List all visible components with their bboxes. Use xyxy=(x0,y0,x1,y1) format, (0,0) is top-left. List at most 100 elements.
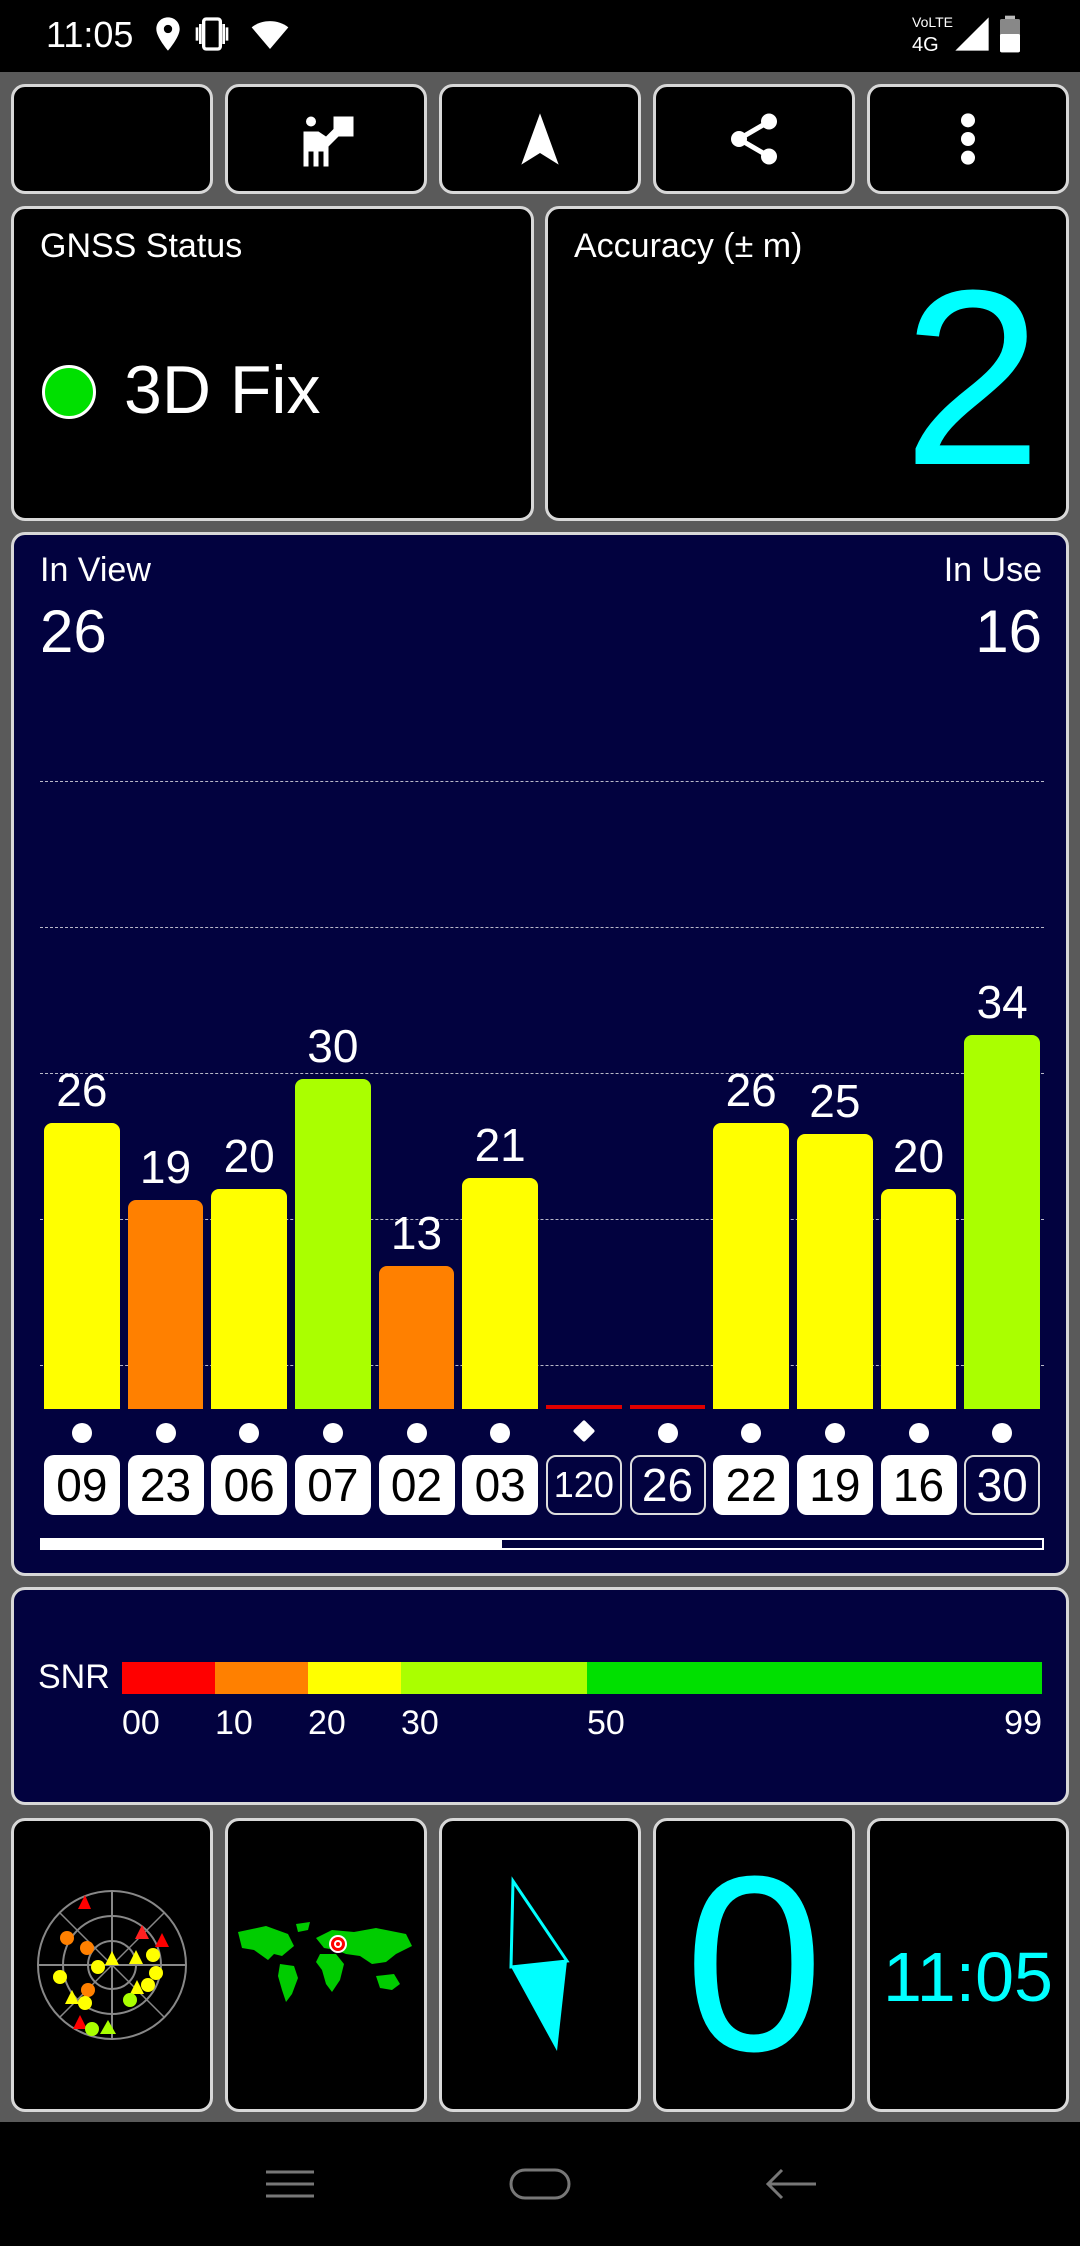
prn-label: 26 xyxy=(629,1455,706,1515)
prn-label: 06 xyxy=(211,1455,288,1515)
snr-segment xyxy=(308,1662,401,1694)
in-view-count: 26 xyxy=(40,598,107,665)
gps-marker-icon xyxy=(155,1423,176,1443)
bar-value-label: 34 xyxy=(976,976,1028,1028)
heading-widget[interactable]: 0 xyxy=(653,1818,855,2112)
gnss-status-title: GNSS Status xyxy=(40,227,243,265)
fix-status-text: 3D Fix xyxy=(124,352,321,428)
heading-value: 0 xyxy=(684,1824,824,2103)
snr-tick-label: 00 xyxy=(122,1704,160,1742)
compass-needle-icon xyxy=(509,1876,570,2051)
bar-value-label: 21 xyxy=(474,1119,526,1171)
snr-bar xyxy=(44,1123,120,1409)
bar-value-label: 20 xyxy=(892,1130,945,1182)
share-icon xyxy=(731,113,777,165)
presenter-icon xyxy=(303,116,354,167)
volte-label: VoLTE xyxy=(912,14,953,30)
snr-bar xyxy=(713,1123,789,1409)
navigation-arrow-icon xyxy=(521,113,559,165)
snr-bar xyxy=(964,1035,1040,1409)
snr-segment xyxy=(587,1662,1042,1694)
night-mode-icon xyxy=(96,117,119,161)
in-view-label: In View xyxy=(40,551,151,589)
presenter-button[interactable] xyxy=(225,84,427,194)
bar-value-label: 13 xyxy=(390,1207,443,1259)
snr-bar xyxy=(880,1189,957,1409)
snr-tick-label: 20 xyxy=(308,1704,346,1742)
snr-tick-label: 10 xyxy=(215,1704,253,1742)
signal-icon xyxy=(955,17,989,51)
gps-marker-icon xyxy=(490,1423,511,1443)
grid-line xyxy=(40,1219,1044,1220)
network-4g-label: 4G xyxy=(912,34,939,56)
navigation-button[interactable] xyxy=(439,84,641,194)
prn-label: 16 xyxy=(880,1455,957,1515)
battery-icon xyxy=(1000,15,1020,53)
prn-label: 02 xyxy=(378,1455,455,1515)
wifi-icon xyxy=(251,21,289,49)
snr-bar xyxy=(295,1079,371,1409)
bar-value-label: 20 xyxy=(223,1130,275,1182)
gps-marker-icon xyxy=(824,1423,845,1443)
snr-segment xyxy=(122,1662,215,1694)
prn-label: 19 xyxy=(796,1455,873,1515)
prn-label: 120 xyxy=(545,1455,622,1515)
snr-bar xyxy=(797,1134,873,1409)
gps-marker-icon xyxy=(406,1423,427,1443)
gps-marker-icon xyxy=(239,1423,260,1443)
satellite-scrollbar[interactable] xyxy=(40,1538,1044,1550)
snr-tick-label: 30 xyxy=(401,1704,439,1742)
grid-line xyxy=(40,927,1044,928)
snr-bar xyxy=(546,1405,622,1409)
snr-legend-panel: SNR 00 10 20 30 50 99 xyxy=(11,1587,1069,1805)
prn-label: 07 xyxy=(294,1455,371,1515)
gps-marker-icon xyxy=(71,1423,92,1443)
in-use-label: In Use xyxy=(943,551,1042,589)
snr-color-scale xyxy=(122,1662,1042,1694)
gps-marker-icon xyxy=(908,1423,929,1443)
snr-bar xyxy=(211,1189,287,1409)
clock-widget[interactable]: 11:05 xyxy=(867,1818,1069,2112)
compass-widget[interactable] xyxy=(439,1818,641,2112)
sky-plot-icon xyxy=(37,1890,187,2040)
gps-marker-icon xyxy=(322,1423,343,1443)
snr-segment xyxy=(215,1662,308,1694)
gps-marker-icon xyxy=(657,1423,678,1443)
home-icon[interactable] xyxy=(508,2162,572,2206)
night-mode-button[interactable] xyxy=(11,84,213,194)
grid-line xyxy=(40,1365,1044,1366)
share-button[interactable] xyxy=(653,84,855,194)
grid-line xyxy=(40,781,1044,782)
back-icon[interactable] xyxy=(762,2164,818,2204)
fix-indicator-icon xyxy=(42,365,96,419)
snr-bar xyxy=(378,1266,455,1409)
navigation-bar xyxy=(0,2122,1080,2246)
snr-bar xyxy=(127,1200,204,1409)
gnss-status-panel: GNSS Status 3D Fix xyxy=(11,206,534,521)
snr-tick-label: 99 xyxy=(1004,1704,1042,1742)
world-map-icon xyxy=(238,1922,412,2002)
grid-line xyxy=(40,1073,1044,1074)
world-map-widget[interactable] xyxy=(225,1818,427,2112)
in-use-count: 16 xyxy=(975,598,1042,665)
more-options-button[interactable] xyxy=(867,84,1069,194)
menu-icon[interactable] xyxy=(264,2164,316,2204)
status-bar: 11:05 VoLTE 4G xyxy=(0,0,1080,72)
snr-bar-chart: 26 09 19 23 20 06 30 07 13 02 21 03 120 26 26 22 25 19 20 1… xyxy=(40,635,1044,1535)
bar-value-label: 30 xyxy=(307,1020,359,1072)
snr-ticks: 00 10 20 30 50 99 xyxy=(122,1704,1042,1744)
scrollbar-thumb[interactable] xyxy=(42,1540,502,1548)
bar-value-label: 25 xyxy=(809,1075,861,1127)
snr-bar xyxy=(629,1405,706,1409)
sky-view-widget[interactable] xyxy=(11,1818,213,2112)
accuracy-panel: Accuracy (± m) 2 xyxy=(545,206,1069,521)
bar-value-label: 26 xyxy=(725,1064,777,1116)
snr-segment xyxy=(401,1662,587,1694)
status-time: 11:05 xyxy=(46,14,134,55)
satellite-chart-panel: In View 26 In Use 16 26 09 19 23 20 06 30 07 13 0… xyxy=(11,532,1069,1576)
gps-marker-icon xyxy=(992,1423,1013,1443)
prn-label: 22 xyxy=(713,1455,790,1515)
snr-bar xyxy=(462,1178,538,1409)
gps-marker-icon xyxy=(741,1423,762,1443)
prn-label: 09 xyxy=(43,1455,120,1515)
